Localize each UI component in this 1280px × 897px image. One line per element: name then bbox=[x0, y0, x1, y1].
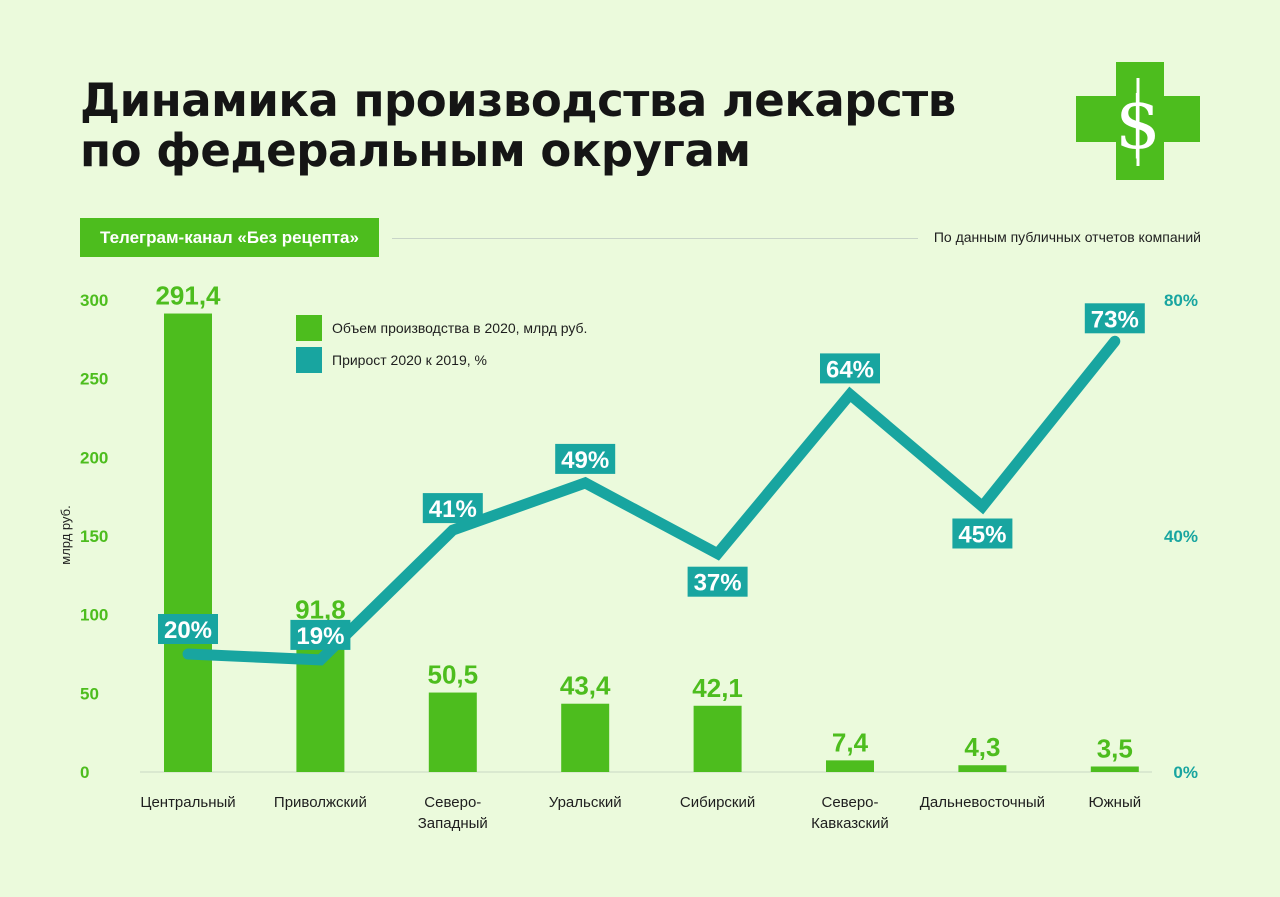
bar-value-label: 43,4 bbox=[560, 671, 611, 701]
bar bbox=[164, 313, 212, 772]
y-tick-left: 150 bbox=[80, 527, 108, 546]
legend-label-line: Прирост 2020 к 2019, % bbox=[332, 352, 487, 368]
y-axis-title-left: млрд руб. bbox=[58, 505, 73, 564]
source-badge: Телеграм-канал «Без рецепта» bbox=[80, 218, 379, 257]
title-line-1: Динамика производства лекарств bbox=[80, 74, 956, 127]
y-tick-left: 50 bbox=[80, 684, 99, 703]
growth-value-label: 37% bbox=[694, 570, 742, 597]
growth-label-box bbox=[687, 566, 748, 597]
bar-value-label: 7,4 bbox=[832, 727, 869, 757]
growth-label-box bbox=[422, 493, 483, 524]
x-category-label: Северо- bbox=[424, 794, 481, 811]
bar bbox=[958, 765, 1007, 772]
y-tick-left: 0 bbox=[80, 763, 89, 782]
growth-value-label: 19% bbox=[296, 623, 344, 650]
bar-value-label: 42,1 bbox=[692, 673, 743, 703]
y-tick-right: 0% bbox=[1173, 763, 1198, 782]
x-category-label: Северо- bbox=[822, 794, 879, 811]
legend-swatch-bar bbox=[296, 315, 322, 341]
growth-value-label: 49% bbox=[561, 447, 609, 474]
bar bbox=[561, 703, 610, 772]
bar-value-label: 291,4 bbox=[155, 281, 221, 311]
bar-value-label: 4,3 bbox=[964, 732, 1000, 762]
growth-label-box bbox=[290, 619, 351, 650]
growth-value-label: 20% bbox=[164, 617, 212, 644]
y-tick-left: 100 bbox=[80, 606, 108, 625]
bar-value-label: 91,8 bbox=[295, 595, 346, 625]
growth-label-box bbox=[158, 614, 218, 644]
growth-label-box bbox=[952, 518, 1013, 549]
bar bbox=[1090, 766, 1139, 772]
y-tick-left: 300 bbox=[80, 291, 108, 310]
bar bbox=[826, 760, 874, 772]
y-tick-right: 40% bbox=[1164, 527, 1198, 546]
bar-value-label: 3,5 bbox=[1097, 733, 1133, 763]
x-category-label: Южный bbox=[1088, 794, 1141, 811]
growth-label-box bbox=[1084, 303, 1145, 334]
growth-value-label: 41% bbox=[429, 496, 477, 523]
pharmacy-cross-dollar-icon: $ bbox=[1076, 62, 1200, 180]
growth-label-box bbox=[820, 353, 880, 384]
y-tick-left: 250 bbox=[80, 370, 108, 389]
growth-label-box bbox=[555, 443, 616, 474]
x-category-label: Уральский bbox=[549, 794, 622, 811]
x-category-label: Дальневосточный bbox=[920, 794, 1045, 811]
x-category-label: Сибирский bbox=[680, 794, 755, 811]
legend-label-bar: Объем производства в 2020, млрд руб. bbox=[332, 320, 587, 336]
growth-value-label: 64% bbox=[826, 356, 874, 383]
source-note: По данным публичных отчетов компаний bbox=[933, 229, 1201, 245]
divider-line bbox=[392, 238, 918, 239]
x-category-label: Западный bbox=[418, 815, 488, 832]
growth-value-label: 73% bbox=[1091, 306, 1139, 333]
x-category-label: Центральный bbox=[140, 794, 235, 811]
bar-value-label: 50,5 bbox=[427, 660, 478, 690]
chart-title: Динамика производства лекарств по федера… bbox=[80, 76, 956, 176]
title-line-2: по федеральным округам bbox=[80, 124, 751, 177]
bar bbox=[428, 692, 477, 772]
growth-value-label: 45% bbox=[958, 522, 1006, 549]
y-tick-right: 80% bbox=[1164, 291, 1198, 310]
legend-swatch-line bbox=[296, 347, 322, 373]
bar bbox=[693, 705, 742, 772]
x-category-label: Кавказский bbox=[811, 815, 889, 832]
y-tick-left: 200 bbox=[80, 448, 108, 467]
x-category-label: Приволжский bbox=[274, 794, 367, 811]
